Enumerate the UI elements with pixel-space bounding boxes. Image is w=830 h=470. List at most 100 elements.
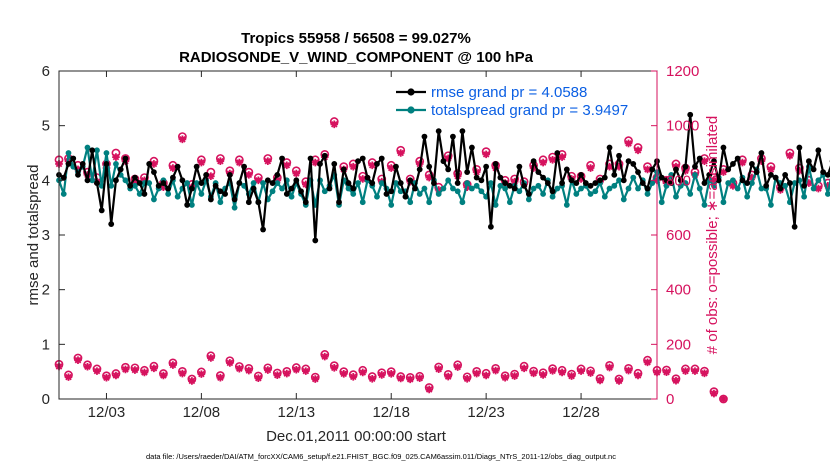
rmse-point-33 xyxy=(212,182,219,189)
totalspread-point-128 xyxy=(663,182,670,189)
totalspread-point-17 xyxy=(136,191,143,197)
rmse-point-1 xyxy=(60,174,67,181)
rmse-point-76 xyxy=(416,166,423,173)
rmse-point-118 xyxy=(616,152,622,159)
rmse-point-91 xyxy=(487,223,494,230)
rmse-point-24 xyxy=(170,174,176,181)
rmse-point-150 xyxy=(768,171,774,178)
rmse-point-142 xyxy=(730,161,736,167)
rmse-point-149 xyxy=(763,182,770,189)
rmse-point-62 xyxy=(350,185,357,192)
obs-bottom-assimilated-point-7 xyxy=(121,365,130,374)
rmse-point-94 xyxy=(502,180,509,186)
rmse-point-8 xyxy=(94,180,100,186)
rmse-point-122 xyxy=(635,169,641,176)
obs-assimilated-point-13 xyxy=(178,135,187,144)
rmse-point-140 xyxy=(720,144,727,151)
rmse-point-79 xyxy=(431,180,437,186)
totalspread-point-93 xyxy=(497,182,504,189)
obs-assimilated-point-12 xyxy=(169,164,177,172)
rmse-point-84 xyxy=(454,180,461,186)
totalspread-point-87 xyxy=(469,185,475,192)
rmse-point-45 xyxy=(269,180,276,186)
rmse-point-100 xyxy=(530,158,537,165)
totalspread-point-133 xyxy=(687,191,694,197)
totalspread-point-19 xyxy=(146,180,153,186)
rmse-point-75 xyxy=(412,185,418,192)
totalspread-point-104 xyxy=(549,193,556,200)
rmse-point-40 xyxy=(245,199,252,206)
totalspread-point-107 xyxy=(563,202,570,208)
totalspread-point-110 xyxy=(578,185,584,192)
rmse-point-141 xyxy=(725,166,732,173)
totalspread-point-89 xyxy=(478,188,485,195)
obs-bottom-assimilated-point-42 xyxy=(453,363,462,371)
totalspread-point-117 xyxy=(611,182,618,189)
rmse-point-41 xyxy=(250,185,257,192)
rmse-point-113 xyxy=(592,180,599,186)
obs-bottom-assimilated-point-32 xyxy=(358,368,367,377)
totalspread-point-121 xyxy=(630,174,637,181)
obs-assimilated-point-71 xyxy=(729,182,737,190)
obs-assimilated-point-80 xyxy=(814,184,823,193)
rmse-point-114 xyxy=(597,177,603,184)
rmse-point-21 xyxy=(155,182,162,189)
rmse-point-108 xyxy=(568,177,575,184)
totalspread-point-2 xyxy=(65,150,72,156)
rmse-point-60 xyxy=(340,166,347,173)
rmse-point-103 xyxy=(544,180,551,186)
rmse-point-157 xyxy=(801,182,808,189)
totalspread-point-37 xyxy=(231,204,238,211)
rmse-point-46 xyxy=(274,171,281,178)
rmse-point-148 xyxy=(758,150,765,156)
totalspread-point-7 xyxy=(89,177,96,184)
obs-assimilated-point-26 xyxy=(301,180,310,189)
rmse-point-80 xyxy=(435,128,442,135)
x-tick-label-5: 12/28 xyxy=(562,404,600,421)
y-right-tick-label-0: 0 xyxy=(666,391,674,408)
totalspread-point-77 xyxy=(421,185,428,192)
rmse-point-64 xyxy=(359,155,366,162)
rmse-point-15 xyxy=(127,182,134,189)
rmse-point-131 xyxy=(677,177,684,184)
rmse-point-128 xyxy=(663,177,670,184)
rmse-point-115 xyxy=(601,174,608,181)
obs-bottom-assimilated-point-64 xyxy=(662,368,671,377)
rmse-point-74 xyxy=(407,177,414,184)
obs-bottom-assimilated-point-29 xyxy=(330,364,339,372)
footer-data-file: data file: /Users/raeder/DAI/ATM_forcXX/… xyxy=(146,452,616,461)
totalspread-point-131 xyxy=(677,182,684,189)
totalspread-point-70 xyxy=(388,202,395,208)
rmse-point-144 xyxy=(739,177,746,184)
rmse-point-2 xyxy=(65,161,72,167)
axes-layer: 12/03 12/08 12/13 12/18 12/23 12/28 0 1 2 3 4 5 6 0 20… xyxy=(42,63,700,421)
obs-bottom-assimilated-point-61 xyxy=(634,371,642,380)
obs-assimilated-point-16 xyxy=(207,172,215,181)
obs-assimilated-point-29 xyxy=(330,120,339,129)
rmse-point-153 xyxy=(782,171,789,178)
obs-assimilated-point-73 xyxy=(748,173,756,182)
obs-assimilated-point-68 xyxy=(700,157,709,165)
obs-bottom-assimilated-point-6 xyxy=(112,371,120,380)
obs-assimilated-point-74 xyxy=(757,157,766,165)
totalspread-point-160 xyxy=(815,177,822,184)
totalspread-point-122 xyxy=(635,185,641,192)
rmse-point-23 xyxy=(165,185,172,192)
totalspread-point-113 xyxy=(592,188,599,195)
totalspread-point-118 xyxy=(616,177,622,184)
rmse-point-19 xyxy=(146,161,153,167)
rmse-point-34 xyxy=(217,188,224,195)
obs-assimilated-point-45 xyxy=(482,150,490,159)
totalspread-point-132 xyxy=(682,180,689,186)
obs-assimilated-point-81 xyxy=(824,182,830,190)
totalspread-point-127 xyxy=(658,199,665,206)
totalspread-point-63 xyxy=(355,180,361,186)
totalspread-point-14 xyxy=(122,177,129,184)
totalspread-point-88 xyxy=(473,182,480,189)
rmse-point-38 xyxy=(236,180,243,186)
totalspread-point-136 xyxy=(701,202,708,208)
obs-assimilated-point-77 xyxy=(786,151,794,160)
rmse-point-27 xyxy=(184,202,191,208)
rmse-point-63 xyxy=(355,158,361,165)
obs-assimilated-point-53 xyxy=(558,153,566,161)
